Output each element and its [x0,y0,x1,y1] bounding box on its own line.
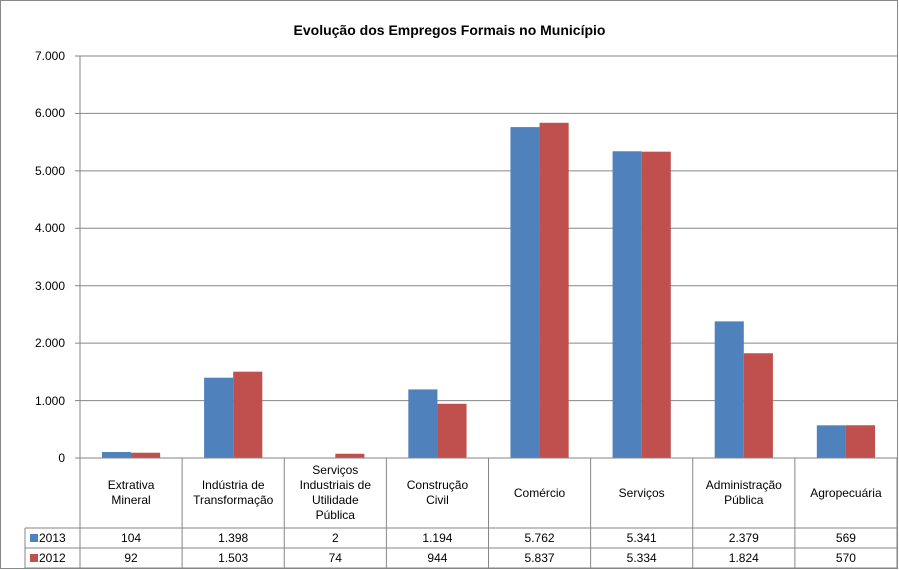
y-tick-label: 1.000 [34,393,65,408]
data-table-cell: 1.194 [422,530,453,545]
bar [408,389,438,458]
data-table-cell: 104 [121,530,142,545]
legend-swatch [30,554,38,562]
bar [335,453,365,458]
y-tick-label: 3.000 [34,278,65,293]
bar [743,353,773,458]
data-table-cell: 2 [331,530,339,545]
bar [539,122,569,458]
x-tick-label: Construção Civil [406,478,469,507]
bar [816,425,846,458]
data-table-cell: 5.334 [626,550,657,565]
x-tick-label: Serviços [618,485,665,500]
x-tick-label: Administração Pública [705,478,782,507]
y-tick-label: 7.000 [34,49,65,63]
data-table-cell: 74 [328,550,342,565]
legend-label: 2012 [39,550,66,565]
bar [204,377,234,458]
data-table-cell: 1.398 [218,530,249,545]
data-table-cell: 5.837 [524,550,555,565]
bar [233,371,263,458]
chart-title: Evolução dos Empregos Formais no Municíp… [293,22,606,38]
bar [714,321,744,458]
bar [845,425,876,458]
y-tick-label: 4.000 [34,221,65,236]
bar [437,403,467,458]
data-table-cell: 1.503 [218,550,249,565]
legend-swatch [30,534,38,542]
data-table-cell: 5.341 [626,530,657,545]
data-table-cell: 5.762 [524,530,555,545]
y-tick-label: 2.000 [34,336,65,351]
legend-label: 2013 [39,530,66,545]
bar [510,127,540,459]
data-table-cell: 92 [124,550,138,565]
x-tick-label: Serviços Industriais de Utilidade Públic… [299,463,371,522]
y-tick-label: 6.000 [34,106,65,121]
y-tick-label: 0 [58,451,65,465]
x-tick-label: Indústria de Transformação [193,478,274,507]
data-table-cell: 570 [835,550,856,565]
x-tick-label: Agropecuária [810,485,882,500]
data-table-cell: 1.824 [728,550,759,565]
x-tick-label: Extrativa Mineral [107,478,155,507]
data-table-cell: 569 [835,530,856,545]
bar [641,151,671,458]
y-tick-label: 5.000 [34,163,65,178]
data-table-cell: 2.379 [728,530,759,545]
data-table-cell: 944 [427,550,448,565]
bar [612,151,642,459]
bar [131,452,161,458]
x-tick-label: Comércio [513,485,566,500]
bar [101,452,132,458]
